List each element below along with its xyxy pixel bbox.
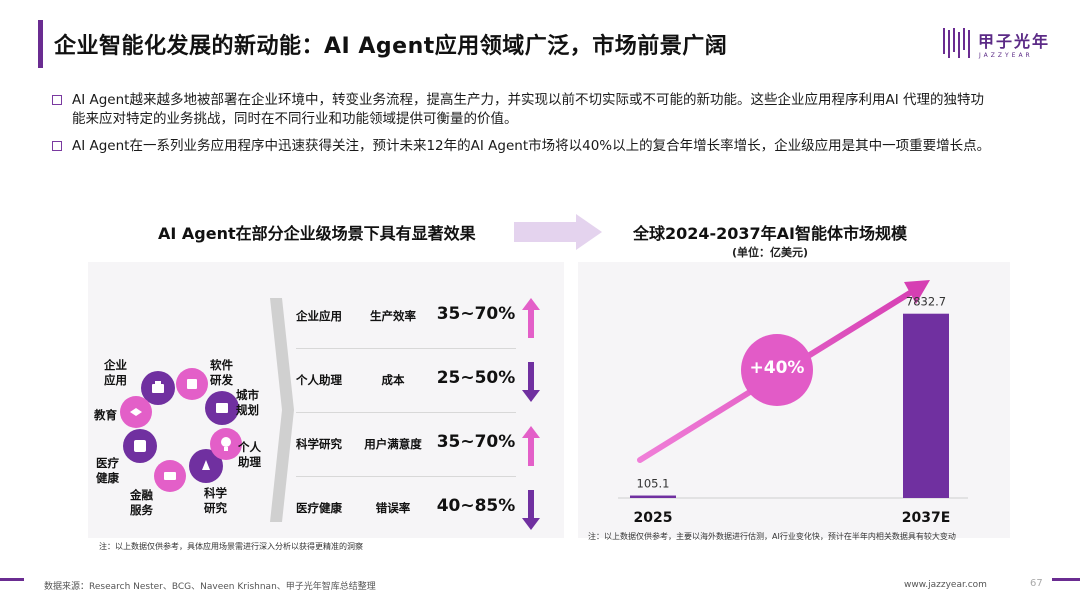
- market-size-chart: 105.1 2025 7832.7 2037E: [618, 280, 968, 526]
- right-section-heading: 全球2024-2037年AI智能体市场规模: [632, 224, 908, 243]
- effect-row: 医疗健康 错误率 40~85%: [296, 488, 546, 532]
- cycle-label-enterprise: 企业 应用: [104, 358, 127, 387]
- title-accent-bar: [38, 20, 43, 68]
- x-tick-label: 2025: [634, 510, 673, 526]
- brand-logo: 甲子光年 JAZZYEAR: [942, 22, 1052, 68]
- chart-unit: (单位：亿美元): [731, 246, 809, 259]
- row-divider: [296, 412, 516, 413]
- scene-name: 企业应用: [296, 309, 342, 323]
- cycle-label-education: 教育: [94, 408, 117, 422]
- metric-name: 成本: [381, 373, 405, 387]
- effect-range: 25~50%: [436, 368, 516, 388]
- right-note: 注：以上数据仅供参考，主要以海外数据进行估测，AI行业变化快，预计在半年内相关数…: [588, 532, 956, 541]
- data-source: 数据来源：Research Nester、BCG、Naveen Krishnan…: [44, 582, 376, 592]
- footer-accent-left: [0, 578, 24, 581]
- section-arrow-icon: [514, 214, 602, 250]
- growth-badge-label: +40%: [749, 358, 805, 378]
- row-divider: [296, 348, 516, 349]
- cycle-label-finance: 金融 服务: [130, 488, 153, 517]
- arrow-up-icon: [522, 426, 540, 466]
- arrow-up-icon: [522, 298, 540, 338]
- scene-name: 医疗健康: [296, 501, 342, 515]
- bullet-item: AI Agent越来越多地被部署在企业环境中，转变业务流程，提高生产力，并实现以…: [52, 91, 992, 129]
- scene-name: 个人助理: [296, 373, 342, 387]
- arrow-down-icon: [522, 490, 540, 530]
- growth-arrowhead: [904, 280, 930, 304]
- bar-value-label: 7832.7: [906, 295, 946, 309]
- effect-range: 35~70%: [436, 304, 516, 324]
- cycle-label-science: 科学 研究: [204, 486, 227, 515]
- bullet-text: AI Agent在一系列业务应用程序中迅速获得关注，预计未来12年的AI Age…: [72, 138, 991, 154]
- growth-badge-circle: [741, 334, 813, 406]
- cycle-label-assistant: 个人 助理: [238, 440, 261, 469]
- scene-name: 科学研究: [296, 437, 342, 451]
- metric-name: 生产效率: [370, 309, 416, 323]
- cycle-label-city: 城市 规划: [236, 388, 259, 417]
- effect-range: 35~70%: [436, 432, 516, 452]
- intro-bullets: AI Agent越来越多地被部署在企业环境中，转变业务流程，提高生产力，并实现以…: [52, 91, 992, 164]
- cycle-label-software: 软件 研发: [210, 358, 233, 387]
- row-divider: [296, 476, 516, 477]
- effect-row: 个人助理 成本 25~50%: [296, 360, 546, 404]
- square-bullet-icon: [52, 141, 62, 151]
- bar-value-label: 105.1: [637, 477, 670, 491]
- bullet-item: AI Agent在一系列业务应用程序中迅速获得关注，预计未来12年的AI Age…: [52, 137, 992, 156]
- square-bullet-icon: [52, 95, 62, 105]
- logo-text: 甲子光年: [978, 32, 1051, 51]
- logo-subtext: JAZZYEAR: [979, 52, 1033, 59]
- x-tick-label: 2037E: [902, 510, 951, 526]
- effect-row: 科学研究 用户满意度 35~70%: [296, 424, 546, 468]
- page-title: 企业智能化发展的新动能：AI Agent应用领域广泛，市场前景广阔: [54, 34, 728, 59]
- left-section-heading: AI Agent在部分企业级场景下具有显著效果: [158, 224, 476, 243]
- metric-name: 用户满意度: [364, 437, 422, 451]
- chevron-right-icon: [270, 298, 294, 522]
- footer-accent-right: [1052, 578, 1080, 581]
- footer-url[interactable]: www.jazzyear.com: [904, 580, 987, 590]
- application-cycle: [120, 368, 242, 492]
- page-number: 67: [1030, 578, 1043, 589]
- metric-name: 错误率: [375, 501, 411, 515]
- effect-row: 企业应用 生产效率 35~70%: [296, 296, 546, 340]
- logo-bars-icon: [943, 28, 970, 58]
- chart-bar: [903, 313, 949, 498]
- bullet-text: AI Agent越来越多地被部署在企业环境中，转变业务流程，提高生产力，并实现以…: [72, 92, 984, 127]
- arrow-down-icon: [522, 362, 540, 402]
- chart-bar: [630, 495, 676, 498]
- left-note: 注：以上数据仅供参考，具体应用场景需进行深入分析以获得更精准的洞察: [99, 542, 363, 551]
- effect-range: 40~85%: [436, 496, 516, 516]
- cycle-label-medical: 医疗 健康: [96, 456, 119, 485]
